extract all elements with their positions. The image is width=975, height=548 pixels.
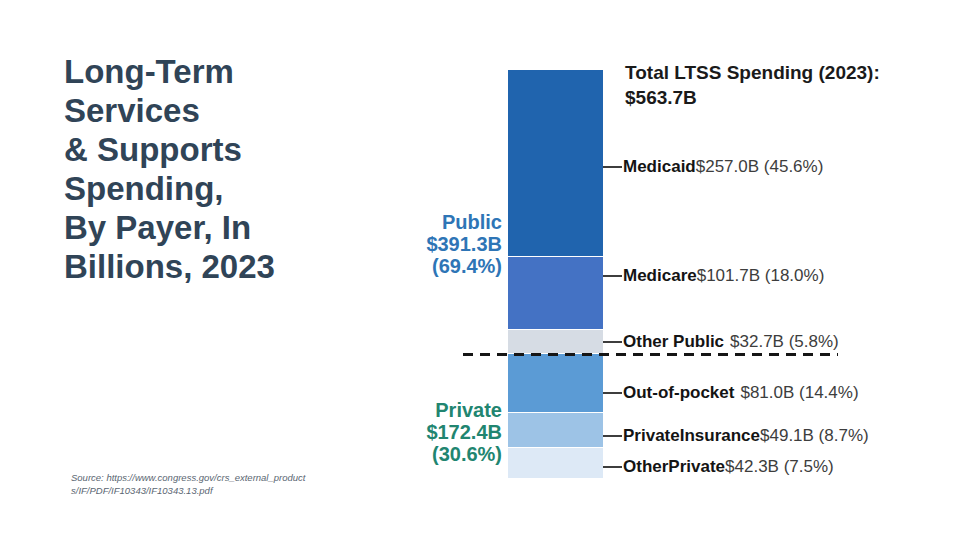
segment-name: Medicaid: [623, 157, 696, 177]
public-group-amount: $391.3B: [352, 233, 502, 255]
bar-segment-privateinsurance: [508, 412, 603, 447]
callout-tick-line: [603, 466, 622, 468]
public-group-percent: (69.4%): [352, 255, 502, 277]
page-title-line: Spending,: [64, 169, 275, 208]
chart-total-heading: Total LTSS Spending (2023): $563.7B: [625, 60, 965, 110]
page-title-line: & Supports: [64, 130, 275, 169]
segment-value: $101.7B (18.0%): [697, 266, 825, 286]
segment-name: Other Public: [623, 332, 724, 352]
callout-other-public: Other Public $32.7B (5.8%): [603, 331, 839, 353]
callout-tick-line: [603, 341, 622, 343]
bar-segment-other-public: [508, 329, 603, 353]
bar-segment-medicare: [508, 256, 603, 329]
segment-name: PrivateInsurance: [623, 426, 760, 446]
segment-value: $42.3B (7.5%): [725, 457, 834, 477]
slide: Long-Term Services & Supports Spending, …: [0, 0, 975, 548]
bar-segment-otherprivate: [508, 447, 603, 478]
segment-name: Out-of-pocket: [623, 383, 734, 403]
source-citation-line: s/IF/PDF/IF10343/IF10343.13.pdf: [71, 485, 305, 498]
public-group-name: Public: [352, 211, 502, 233]
callout-out-of-pocket: Out-of-pocket $81.0B (14.4%): [603, 382, 859, 404]
callout-tick-line: [603, 166, 622, 168]
private-group-percent: (30.6%): [352, 443, 502, 465]
segment-name: Medicare: [623, 266, 697, 286]
stacked-bar: [508, 70, 603, 478]
private-group-amount: $172.4B: [352, 421, 502, 443]
segment-value: $81.0B (14.4%): [740, 383, 858, 403]
callout-tick-line: [603, 275, 622, 277]
callout-medicare: Medicare$101.7B (18.0%): [603, 265, 824, 287]
bar-segment-out-of-pocket: [508, 353, 603, 412]
segment-value: $49.1B (8.7%): [760, 426, 869, 446]
chart-total-value: $563.7B: [625, 85, 965, 110]
source-citation: Source: https://www.congress.gov/crs_ext…: [71, 472, 305, 497]
chart-total-label: Total LTSS Spending (2023):: [625, 60, 965, 85]
page-title-line: Long-Term: [64, 52, 275, 91]
page-title: Long-Term Services & Supports Spending, …: [64, 52, 275, 286]
segment-value: $257.0B (45.6%): [696, 157, 824, 177]
source-citation-line: Source: https://www.congress.gov/crs_ext…: [71, 472, 305, 485]
private-group-label: Private $172.4B (30.6%): [352, 399, 502, 465]
page-title-line: Billions, 2023: [64, 247, 275, 286]
page-title-line: By Payer, In: [64, 208, 275, 247]
callout-medicaid: Medicaid$257.0B (45.6%): [603, 156, 823, 178]
callout-otherprivate: OtherPrivate$42.3B (7.5%): [603, 456, 834, 478]
page-title-line: Services: [64, 91, 275, 130]
public-private-divider-line: [463, 353, 838, 356]
callout-tick-line: [603, 392, 622, 394]
segment-value: $32.7B (5.8%): [730, 332, 839, 352]
private-group-name: Private: [352, 399, 502, 421]
bar-segment-medicaid: [508, 70, 603, 256]
public-group-label: Public $391.3B (69.4%): [352, 211, 502, 277]
callout-tick-line: [603, 435, 622, 437]
callout-privateinsurance: PrivateInsurance$49.1B (8.7%): [603, 425, 869, 447]
segment-name: OtherPrivate: [623, 457, 725, 477]
